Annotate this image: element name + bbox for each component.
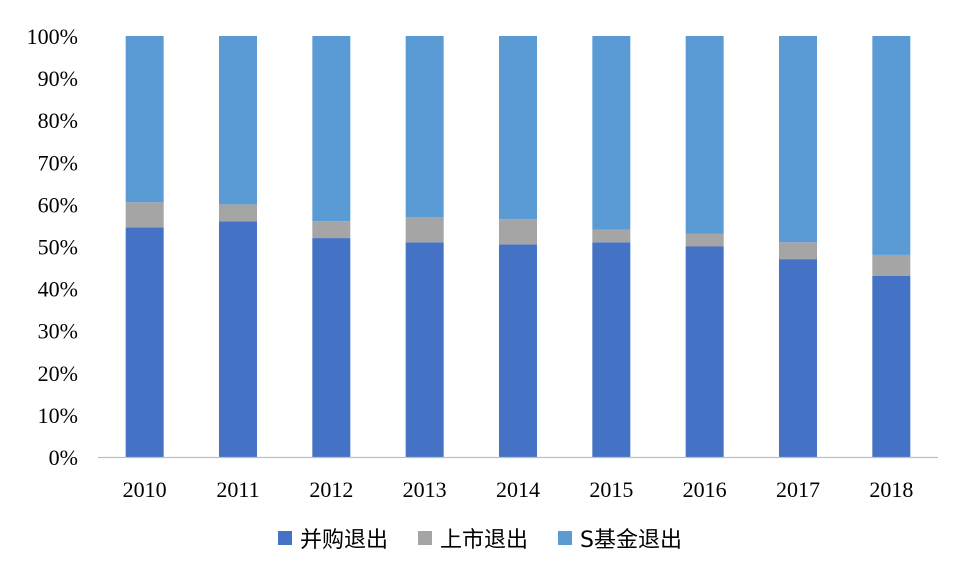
bar-2017-series-2: [779, 36, 817, 243]
legend-item-ma: 并购退出: [278, 522, 388, 554]
x-tick-label: 2018: [869, 477, 913, 502]
bar-2016-series-0: [685, 246, 724, 457]
legend-label-ipo: 上市退出: [440, 528, 529, 553]
y-tick-label: 100%: [27, 24, 78, 49]
y-axis: 0% 10% 20% 30% 40% 50% 60% 70% 80% 90% 100%: [27, 24, 78, 470]
y-tick-label: 60%: [38, 192, 78, 217]
bar-2018-series-2: [872, 36, 911, 255]
legend-label-ma: 并购退出: [300, 528, 389, 553]
bar-2011-series-1: [219, 204, 257, 222]
y-tick-label: 50%: [38, 235, 78, 260]
y-tick-label: 0%: [49, 445, 78, 470]
y-tick-label: 80%: [38, 108, 78, 133]
bar-2012-series-2: [312, 36, 351, 222]
bar-2011-series-2: [219, 36, 257, 205]
bar-2013-series-0: [405, 242, 444, 457]
x-tick-label: 2015: [589, 477, 633, 502]
legend-item-s-fund: S基金退出: [558, 522, 682, 554]
bar-2017-series-0: [779, 259, 817, 457]
bar-2015-series-1: [592, 229, 631, 243]
bar-2011-series-0: [219, 221, 257, 457]
x-tick-label: 2017: [776, 477, 820, 502]
y-tick-label: 30%: [38, 319, 78, 344]
x-tick-label: 2013: [403, 477, 447, 502]
y-tick-label: 20%: [38, 361, 78, 386]
legend-item-ipo: 上市退出: [418, 522, 528, 554]
bar-2014-series-1: [499, 219, 537, 245]
y-tick-label: 40%: [38, 277, 78, 302]
x-tick-label: 2010: [123, 477, 167, 502]
legend-swatch-ma: [278, 531, 292, 545]
bar-2010-series-0: [125, 227, 164, 457]
bar-2012-series-1: [312, 221, 351, 239]
bar-2015-series-2: [592, 36, 631, 230]
bars-group: [125, 36, 911, 457]
legend-swatch-ipo: [418, 531, 433, 545]
y-tick-label: 90%: [38, 66, 78, 91]
bar-2014-series-2: [499, 36, 537, 220]
bar-2012-series-0: [312, 238, 351, 457]
x-tick-label: 2011: [216, 477, 259, 502]
bar-2017-series-1: [779, 242, 817, 260]
y-tick-label: 10%: [38, 403, 78, 428]
x-axis: 2010 2011 2012 2013 2014 2015 2016 2017 2018: [98, 456, 938, 502]
x-tick-label: 2014: [496, 477, 540, 502]
legend-swatch-s-fund: [558, 531, 573, 545]
legend-label-s-fund: S基金退出: [580, 528, 682, 553]
y-tick-label: 70%: [38, 150, 78, 175]
x-tick-label: 2012: [309, 477, 353, 502]
bar-2015-series-0: [592, 242, 631, 457]
bar-2013-series-2: [405, 36, 444, 218]
bar-2018-series-0: [872, 275, 911, 457]
bar-2010-series-2: [125, 36, 164, 203]
bar-2016-series-1: [685, 233, 724, 247]
bar-2013-series-1: [405, 217, 444, 243]
legend: 并购退出 上市退出 S基金退出: [0, 520, 960, 556]
bar-2010-series-1: [125, 202, 164, 228]
bar-2018-series-1: [872, 254, 911, 276]
x-tick-label: 2016: [683, 477, 727, 502]
bar-2014-series-0: [499, 244, 537, 457]
bar-2016-series-2: [685, 36, 724, 234]
